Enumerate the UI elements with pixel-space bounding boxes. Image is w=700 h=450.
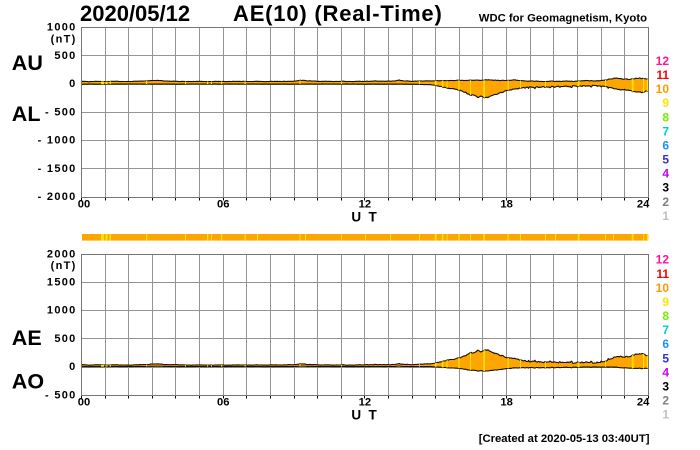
- svg-text:AL: AL: [12, 102, 41, 126]
- svg-text:10: 10: [656, 82, 670, 96]
- svg-text:- 500: - 500: [45, 389, 77, 401]
- svg-text:AO: AO: [12, 370, 44, 394]
- svg-text:- 1000: - 1000: [38, 135, 77, 147]
- svg-text:5: 5: [662, 351, 669, 365]
- svg-text:500: 500: [54, 50, 76, 62]
- svg-text:(nT): (nT): [51, 260, 77, 272]
- svg-text:U T: U T: [351, 210, 378, 225]
- svg-text:7: 7: [662, 124, 669, 138]
- svg-text:06: 06: [217, 198, 229, 210]
- svg-text:3: 3: [662, 379, 669, 393]
- svg-text:2020/05/12: 2020/05/12: [80, 1, 190, 26]
- svg-text:AU: AU: [12, 51, 43, 75]
- svg-text:500: 500: [54, 333, 76, 345]
- svg-text:U T: U T: [351, 408, 378, 423]
- svg-text:06: 06: [217, 397, 229, 409]
- svg-text:6: 6: [662, 337, 669, 351]
- svg-text:11: 11: [656, 68, 669, 82]
- svg-text:WDC for Geomagnetism, Kyoto: WDC for Geomagnetism, Kyoto: [479, 13, 647, 25]
- svg-text:1: 1: [662, 408, 669, 422]
- svg-text:8: 8: [662, 110, 669, 124]
- svg-text:2: 2: [662, 195, 669, 209]
- svg-text:00: 00: [78, 198, 90, 210]
- svg-text:7: 7: [662, 323, 669, 337]
- svg-text:- 500: - 500: [45, 106, 77, 118]
- svg-text:18: 18: [500, 198, 512, 210]
- svg-text:1: 1: [662, 209, 669, 223]
- svg-text:- 1500: - 1500: [38, 163, 77, 175]
- svg-text:24: 24: [637, 397, 650, 409]
- svg-text:0: 0: [69, 361, 76, 373]
- svg-text:9: 9: [662, 295, 669, 309]
- svg-text:AE: AE: [12, 326, 42, 350]
- svg-text:1000: 1000: [47, 305, 77, 317]
- svg-text:8: 8: [662, 309, 669, 323]
- svg-text:9: 9: [662, 96, 669, 110]
- svg-text:11: 11: [656, 267, 669, 281]
- svg-text:2: 2: [662, 394, 669, 408]
- svg-text:12: 12: [656, 253, 670, 267]
- svg-text:0: 0: [69, 78, 76, 90]
- svg-text:5: 5: [662, 153, 669, 167]
- svg-text:1500: 1500: [47, 277, 77, 289]
- svg-text:3: 3: [662, 181, 669, 195]
- svg-text:12: 12: [359, 198, 371, 210]
- svg-text:18: 18: [500, 397, 512, 409]
- svg-text:4: 4: [662, 365, 669, 379]
- svg-text:12: 12: [656, 54, 670, 68]
- svg-text:10: 10: [656, 281, 670, 295]
- svg-text:AE(10) (Real-Time): AE(10) (Real-Time): [233, 1, 443, 26]
- svg-text:1000: 1000: [47, 22, 77, 34]
- svg-text:2000: 2000: [47, 248, 77, 260]
- svg-text:12: 12: [359, 397, 371, 409]
- svg-text:4: 4: [662, 167, 669, 181]
- svg-text:6: 6: [662, 139, 669, 153]
- svg-text:(nT): (nT): [51, 34, 77, 46]
- svg-text:24: 24: [637, 198, 650, 210]
- svg-text:[Created at 2020-05-13 03:40UT: [Created at 2020-05-13 03:40UT]: [479, 433, 650, 445]
- svg-text:- 2000: - 2000: [38, 191, 77, 203]
- svg-text:00: 00: [78, 397, 90, 409]
